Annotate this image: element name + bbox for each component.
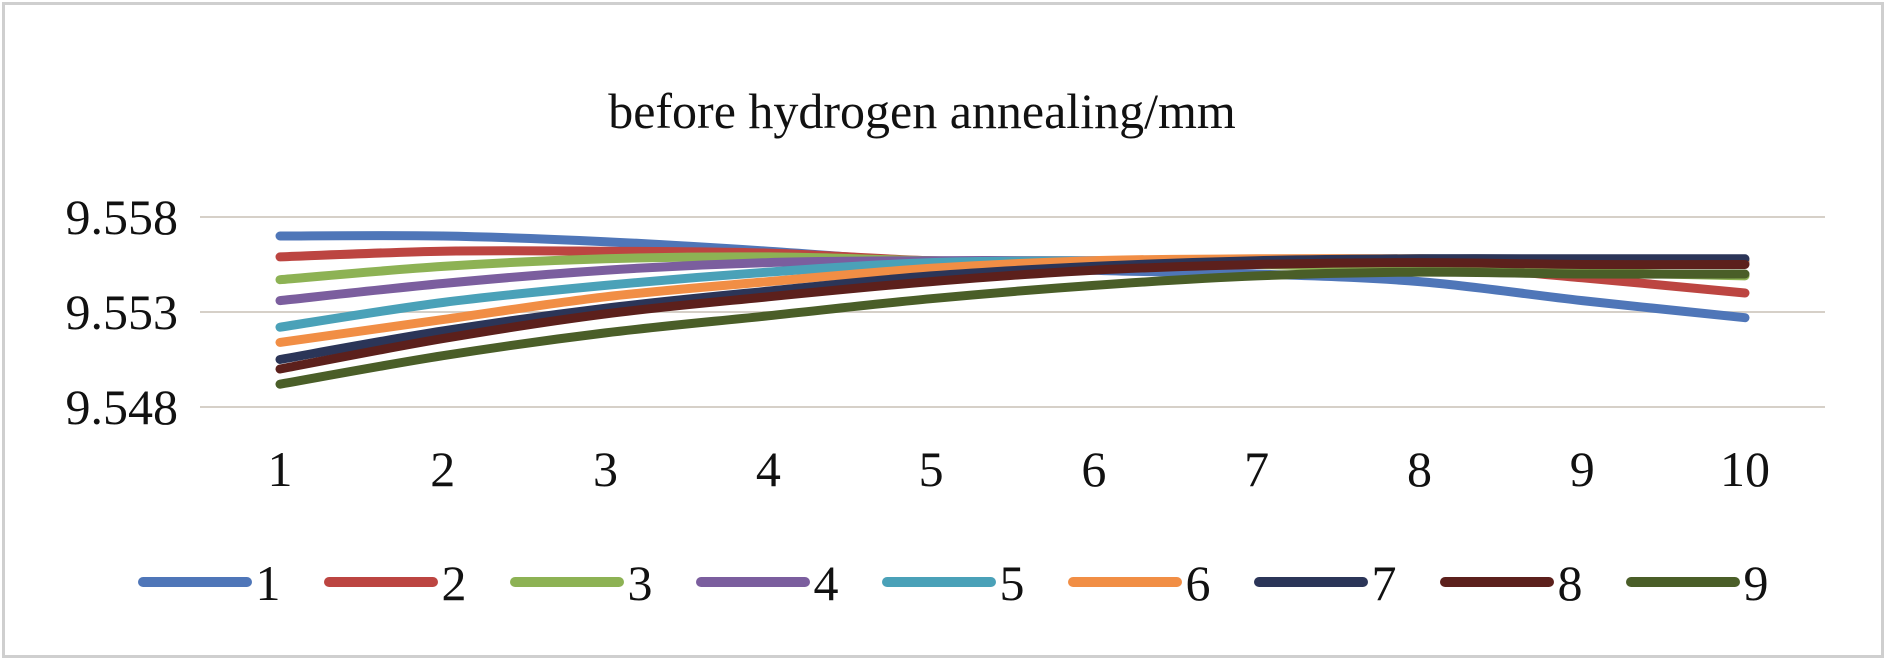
chart-title: before hydrogen annealing/mm: [608, 83, 1236, 139]
y-tick-label: 9.548: [66, 379, 179, 435]
series-lines: [275, 231, 1750, 389]
x-tick-label: 8: [1407, 441, 1432, 497]
legend-label-5: 5: [1000, 555, 1025, 611]
x-tick-label: 10: [1720, 441, 1770, 497]
x-tick-label: 3: [593, 441, 618, 497]
series-line-9: [275, 267, 1750, 389]
legend-label-1: 1: [256, 555, 281, 611]
legend-label-8: 8: [1558, 555, 1583, 611]
x-tick-label: 5: [919, 441, 944, 497]
x-tick-label: 2: [430, 441, 455, 497]
x-tick-label: 6: [1081, 441, 1106, 497]
legend-label-3: 3: [628, 555, 653, 611]
y-tick-label: 9.553: [66, 284, 179, 340]
legend-label-2: 2: [442, 555, 467, 611]
legend-label-4: 4: [814, 555, 839, 611]
y-axis-ticks: 9.558 9.553 9.548: [66, 189, 179, 435]
x-axis-ticks: 1 2 3 4 5 6 7 8 9 10: [268, 441, 1771, 497]
x-tick-label: 9: [1570, 441, 1595, 497]
legend: 1 2 3 4 5 6 7 8 9: [138, 555, 1769, 611]
legend-label-6: 6: [1186, 555, 1211, 611]
x-tick-label: 7: [1244, 441, 1269, 497]
legend-label-7: 7: [1372, 555, 1397, 611]
series-line-7: [275, 254, 1750, 364]
gridlines: [200, 216, 1825, 408]
y-tick-label: 9.558: [66, 189, 179, 245]
series-line-8: [275, 258, 1750, 374]
legend-label-9: 9: [1744, 555, 1769, 611]
x-tick-label: 4: [756, 441, 781, 497]
x-tick-label: 1: [268, 441, 293, 497]
